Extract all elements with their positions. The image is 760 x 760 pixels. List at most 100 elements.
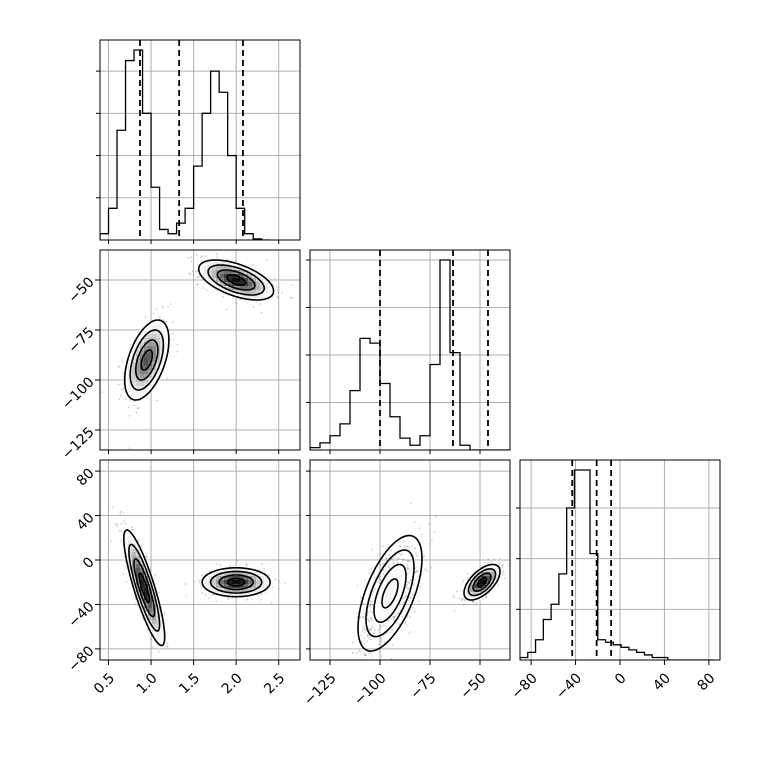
density-cell [232,568,237,573]
density-cell [248,592,253,597]
sample-point [209,570,212,572]
sample-point [404,596,407,598]
sample-point [257,595,259,597]
density-cell [490,572,495,577]
sample-point [390,549,392,552]
density-cell [378,592,383,597]
density-cell [264,588,269,593]
sample-point [393,619,395,622]
density-cell [386,600,391,605]
sample-point [364,628,367,631]
density-cell [240,572,245,577]
sample-point [371,619,374,622]
density-cell [474,580,479,585]
density-cell [140,354,145,359]
density-cell [140,370,145,375]
density-cell [386,608,391,613]
sample-point [408,546,411,549]
sample-point [398,557,401,560]
density-cell [212,274,217,279]
sample-point [405,566,408,569]
density-cell [474,588,479,593]
sample-point [119,511,122,514]
density-cell [152,600,157,605]
density-cell [144,592,149,597]
sample-point [129,398,131,401]
density-cell [140,386,145,391]
sample-point [360,597,362,599]
sample-point [391,644,394,646]
sample-point [435,515,437,518]
sample-point [137,539,140,542]
sample-point [382,573,385,575]
density-cell [124,544,129,549]
density-cell [264,290,269,295]
density-cell [212,588,217,593]
density-cell [478,568,483,573]
density-cell [156,616,161,621]
density-cell [386,588,391,593]
sample-point [453,596,456,599]
density-cell [144,330,149,335]
density-panel-0-2 [100,460,300,660]
sample-point [483,561,486,564]
density-cell [244,270,249,275]
sample-point [362,616,365,619]
sample-point [370,625,373,627]
sample-point [101,391,103,394]
contour-lines [357,534,501,652]
density-cell [144,358,149,363]
density-cell [212,580,217,585]
sample-point [414,520,416,523]
density-cell [156,632,161,637]
sample-point [364,654,367,657]
sample-point [291,296,294,299]
density-cell [148,382,153,387]
density-cell [144,390,149,395]
density-cell [386,576,391,581]
sample-point [462,579,465,582]
sample-point [111,506,114,509]
density-cell [160,346,165,351]
sample-point [118,366,121,368]
sample-point [116,523,118,526]
sample-point [370,618,373,620]
sample-point [460,597,463,600]
density-cell [136,548,141,553]
density-cell [240,278,245,283]
density-cell [236,568,241,573]
density-cell [470,588,475,593]
sample-point [166,642,169,645]
density-cell [156,600,161,605]
histogram-panel-0 [96,40,300,240]
density-cell [256,274,261,279]
density-cell [378,604,383,609]
sample-point [142,618,144,620]
density-cell [394,596,399,601]
density-cell [240,580,245,585]
sample-point [284,581,286,584]
contour-line [218,574,255,591]
density-cell [248,568,253,573]
density-cell [136,374,141,379]
sample-point [406,559,409,562]
density-cell [160,624,165,629]
density-cell [220,286,225,291]
sample-point [410,502,413,504]
density-cell [132,540,137,545]
sample-point [245,599,248,601]
density-cell [232,572,237,577]
sample-point [404,622,407,624]
density-cell [398,580,403,585]
sample-point [356,584,359,587]
sample-point [407,568,409,570]
density-panel-0-1 [100,250,300,450]
contour-line [123,319,170,401]
density-cell [252,294,257,299]
density-cell [240,294,245,299]
sample-point [356,616,359,619]
density-cell [200,270,205,275]
sample-point [399,545,402,547]
density-cell [136,556,141,561]
sample-point [391,629,393,631]
